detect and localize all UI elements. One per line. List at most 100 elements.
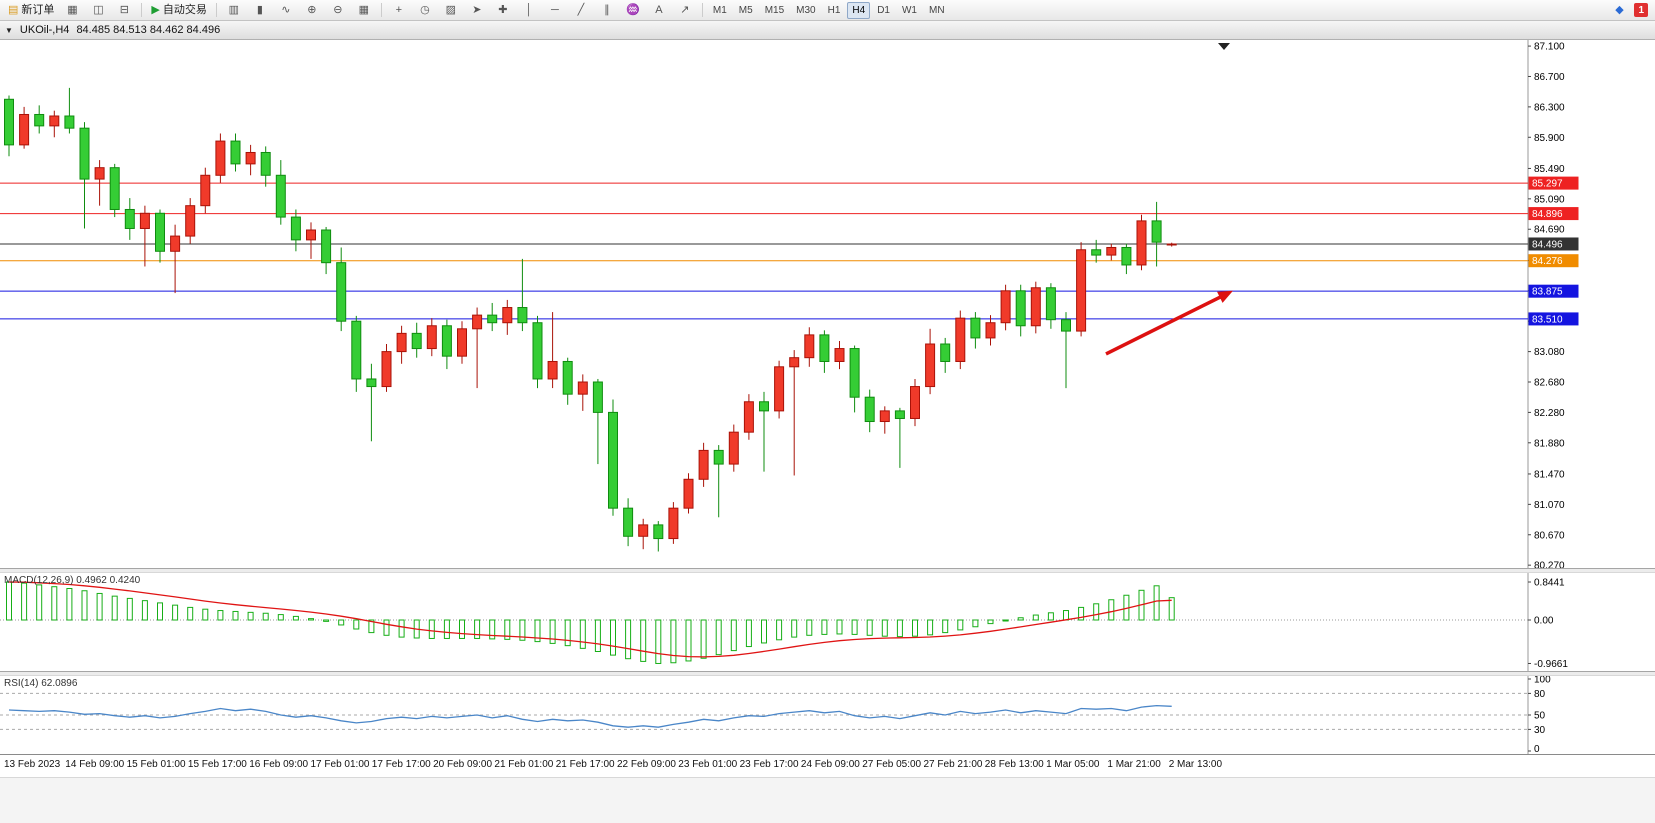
time-axis-label: 2 Mar 13:00 [1168, 759, 1223, 770]
cursor-icon[interactable]: ➤ [472, 4, 482, 16]
time-axis[interactable]: 13 Feb 2023 14 Feb 09:00 15 Feb 01:00 15 Fe… [0, 754, 1655, 777]
timeframe-button-d1[interactable]: D1 [877, 4, 890, 16]
data-window-icon[interactable]: ◫ [93, 4, 104, 16]
chart-shift-marker[interactable] [1218, 43, 1230, 50]
svg-text:80.270: 80.270 [1534, 561, 1565, 568]
time-axis-label: 22 Feb 09:00 [617, 759, 676, 770]
notification-badge[interactable]: 1 [1634, 3, 1648, 17]
svg-text:80: 80 [1534, 689, 1546, 700]
rsi-panel-separator[interactable] [0, 671, 1655, 676]
svg-text:-0.9661: -0.9661 [1534, 659, 1568, 670]
text-icon[interactable]: A [655, 4, 663, 16]
svg-text:86.300: 86.300 [1534, 102, 1565, 113]
horizontal-line-icon[interactable]: ─ [550, 4, 559, 16]
time-axis-label: 17 Feb 17:00 [371, 759, 431, 770]
rsi-line [8, 704, 1172, 728]
price-chart[interactable]: 87.100 86.700 86.300 85.900 85.490 85.090 84.6… [0, 40, 1655, 568]
object-tools-group: + ◷ ▨ ➤ ✚ │ ─ ╱ ∥ ♒ A ↗ [386, 1, 698, 19]
svg-text:85.900: 85.900 [1534, 133, 1565, 144]
template-icon[interactable]: ▨ [445, 4, 457, 16]
time-axis-label: 21 Feb 01:00 [494, 759, 554, 770]
macd-panel-separator[interactable] [0, 568, 1655, 573]
candlestick-chart-icon[interactable]: ▮ [256, 4, 263, 16]
timeframe-button-w1[interactable]: W1 [901, 4, 917, 16]
time-axis-label: 28 Feb 13:00 [984, 759, 1044, 770]
time-axis-label: 13 Feb 2023 [4, 759, 61, 770]
svg-text:0.00: 0.00 [1534, 616, 1554, 627]
line-chart-icon[interactable]: ∿ [281, 4, 291, 16]
fibonacci-icon[interactable]: ♒ [626, 4, 640, 16]
svg-text:80.670: 80.670 [1534, 530, 1565, 541]
svg-text:100: 100 [1534, 676, 1551, 686]
vertical-line-icon[interactable]: │ [525, 4, 533, 16]
channel-icon[interactable]: ∥ [604, 4, 610, 16]
new-order-button[interactable]: ▤ 新订单 [4, 1, 58, 19]
tile-windows-icon[interactable]: ▦ [358, 4, 370, 16]
timeframe-button-mn[interactable]: MN [928, 4, 945, 16]
navigator-icon[interactable]: ⊟ [119, 4, 130, 16]
zoom-in-icon[interactable]: ⊕ [307, 4, 317, 16]
time-axis-label: 27 Feb 05:00 [862, 759, 922, 770]
svg-text:84.276: 84.276 [1532, 256, 1563, 267]
macd-signal-line [8, 581, 1172, 658]
svg-text:0: 0 [1534, 744, 1540, 754]
svg-text:50: 50 [1534, 711, 1546, 722]
market-watch-icon[interactable]: ▦ [67, 4, 78, 16]
autotrading-icon: ▶ [151, 4, 160, 16]
svg-text:83.080: 83.080 [1534, 347, 1565, 358]
main-toolbar: ▤ 新订单 ▦ ◫ ⊟ ▶ 自动交易 ▥ ▮ ∿ ⊕ ⊖ ▦ + ◷ ▨ ➤ ✚ │ ─ ╱ ∥ ♒ A ↗ M1 M… [0, 0, 1655, 21]
time-axis-label: 23 Feb 01:00 [678, 759, 738, 770]
autotrading-button[interactable]: ▶ 自动交易 [147, 1, 210, 19]
trend-arrow-annotation[interactable] [1105, 290, 1233, 356]
time-axis-label: 24 Feb 09:00 [800, 759, 860, 770]
svg-text:83.875: 83.875 [1532, 287, 1563, 298]
svg-text:85.090: 85.090 [1534, 194, 1565, 205]
macd-panel: MACD(12,26,9) 0.4962 0.4240 0.8441 0.00 -0… [0, 573, 1655, 671]
price-panel: 87.100 86.700 86.300 85.900 85.490 85.090 84.6… [0, 40, 1655, 568]
rsi-axis: 100 80 50 30 0 [1528, 676, 1551, 754]
window-icons-group: ▦ ◫ ⊟ [59, 1, 137, 19]
window-footer [0, 777, 1655, 823]
svg-text:83.510: 83.510 [1532, 314, 1563, 325]
horizontal-level-lines[interactable] [0, 182, 1528, 320]
arrows-icon[interactable]: ↗ [680, 4, 690, 16]
period-clock-icon[interactable]: ◷ [420, 4, 430, 16]
timeframe-button-m5[interactable]: M5 [738, 4, 753, 16]
svg-text:82.280: 82.280 [1534, 408, 1565, 419]
zoom-out-icon[interactable]: ⊖ [333, 4, 343, 16]
chart-title: UKOil-,H4 [19, 24, 70, 36]
toolbar-separator [215, 3, 217, 17]
trendline-icon[interactable]: ╱ [577, 4, 585, 16]
timeframe-button-m1[interactable]: M1 [712, 4, 727, 16]
timeframe-button-h4[interactable]: H4 [847, 1, 871, 19]
time-axis-label: 16 Feb 09:00 [249, 759, 309, 770]
toolbar-separator [141, 3, 143, 17]
rsi-panel: RSI(14) 62.0896 100 80 50 30 0 [0, 676, 1655, 754]
new-chart-icon[interactable]: + [395, 4, 403, 16]
svg-text:0.8441: 0.8441 [1534, 578, 1565, 589]
timeframe-button-m15[interactable]: M15 [764, 4, 785, 16]
notifications-icon[interactable]: ◆ [1615, 4, 1624, 16]
svg-text:81.470: 81.470 [1534, 469, 1565, 480]
time-axis-label: 15 Feb 01:00 [126, 759, 186, 770]
svg-text:85.490: 85.490 [1534, 164, 1565, 175]
crosshair-icon[interactable]: ✚ [498, 4, 508, 16]
time-axis-label: 27 Feb 21:00 [923, 759, 983, 770]
time-axis-label: 1 Mar 05:00 [1046, 759, 1100, 770]
price-line-labels: 85.297 84.896 84.496 84.276 83.875 83.510 [1528, 176, 1579, 326]
bar-chart-icon[interactable]: ▥ [228, 4, 240, 16]
macd-axis: 0.8441 0.00 -0.9661 [1528, 578, 1568, 670]
svg-text:30: 30 [1534, 725, 1546, 736]
svg-text:87.100: 87.100 [1534, 42, 1565, 53]
new-order-label: 新订单 [21, 4, 55, 16]
timeframe-button-m30[interactable]: M30 [796, 4, 816, 16]
svg-text:81.880: 81.880 [1534, 438, 1565, 449]
chart-menu-icon[interactable]: ▼ [5, 25, 13, 35]
time-axis-label: 17 Feb 01:00 [310, 759, 370, 770]
svg-text:84.896: 84.896 [1532, 209, 1563, 220]
macd-chart[interactable]: 0.8441 0.00 -0.9661 [0, 573, 1655, 671]
rsi-chart[interactable]: 100 80 50 30 0 [0, 676, 1655, 754]
timeframe-button-h1[interactable]: H1 [827, 4, 841, 16]
new-order-icon: ▤ [8, 4, 19, 16]
chart-window-caption: ▼ UKOil-,H4 84.485 84.513 84.462 84.496 [0, 21, 1655, 40]
